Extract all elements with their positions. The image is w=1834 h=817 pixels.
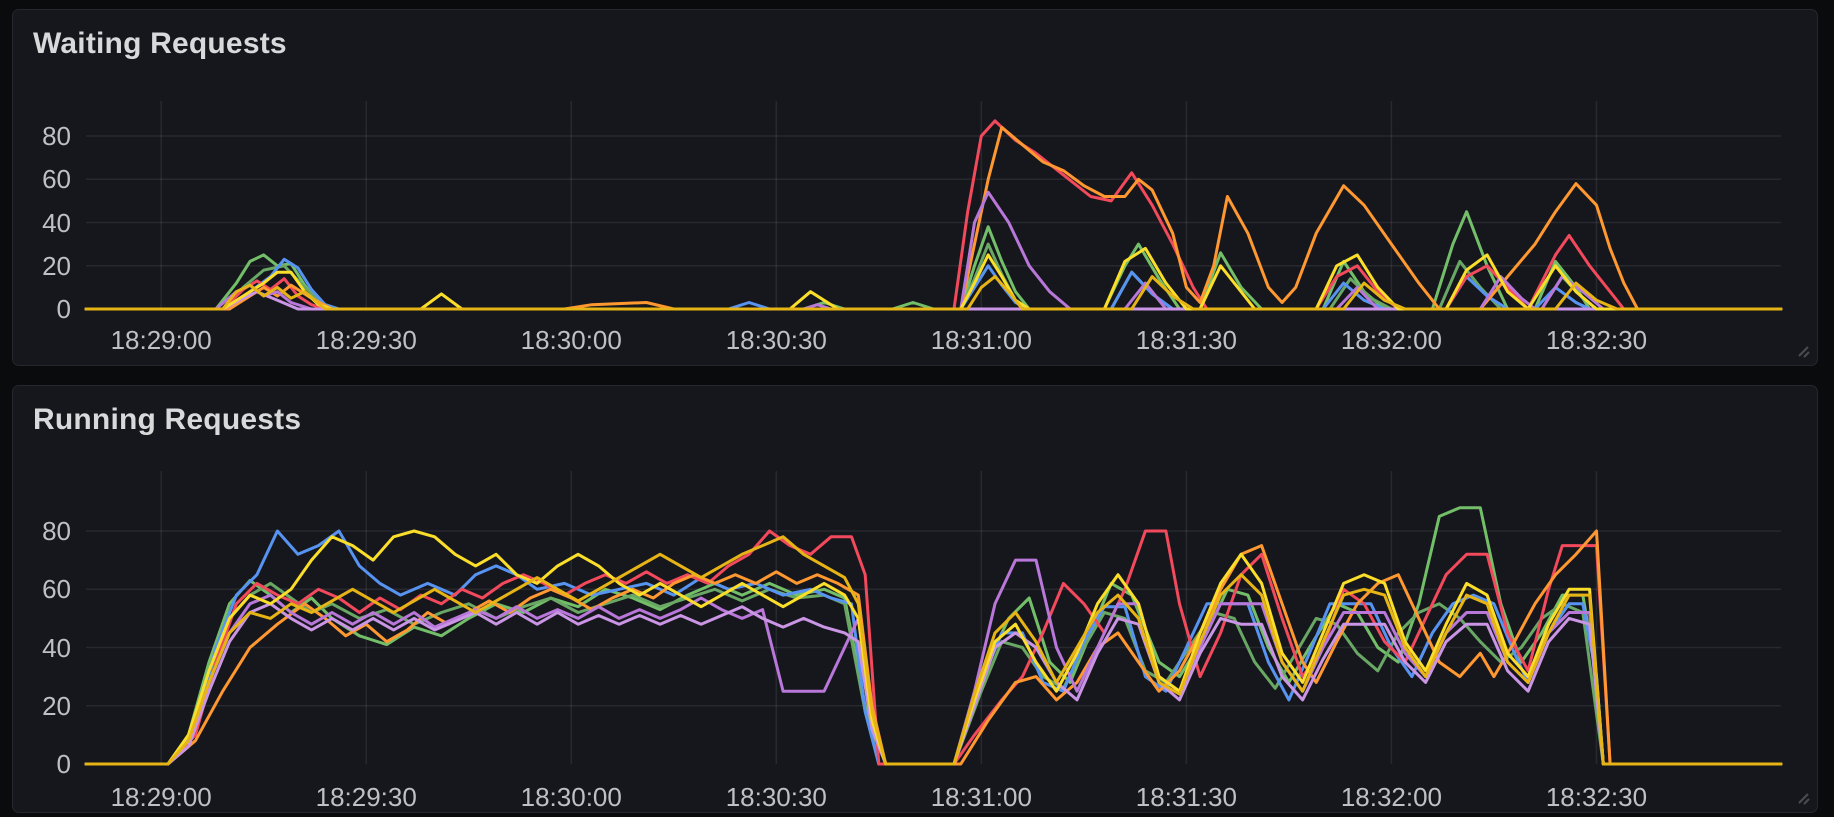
resize-grip-icon <box>1798 346 1810 358</box>
x-tick-label: 18:29:00 <box>110 782 212 812</box>
series-line-green <box>84 506 1783 766</box>
series-line-light-purple <box>84 602 1783 766</box>
x-tick-label: 18:30:30 <box>725 325 827 355</box>
series-line-yellow <box>84 246 1783 311</box>
panel-title-waiting-requests: Waiting Requests <box>33 27 287 60</box>
y-tick-label: 0 <box>56 749 71 779</box>
y-tick-label: 40 <box>42 207 71 238</box>
series-line-red <box>84 119 1783 311</box>
x-tick-label: 18:30:00 <box>520 782 622 812</box>
y-tick-label: 40 <box>42 632 71 663</box>
y-tick-label: 60 <box>42 574 71 605</box>
series-line-gold <box>84 535 1783 766</box>
y-tick-label: 80 <box>42 516 71 546</box>
y-tick-label: 0 <box>56 294 71 324</box>
resize-grip-icon <box>1798 793 1810 805</box>
panel-running-requests: Running Requests 0 20 40 60 80 18:29:00 18:29:… <box>12 385 1818 813</box>
x-tick-label: 18:32:30 <box>1545 325 1648 355</box>
y-tick-label: 20 <box>42 250 71 281</box>
x-tick-label: 18:32:30 <box>1545 782 1648 812</box>
time-series-plot <box>84 101 1783 311</box>
series-line-orange <box>84 125 1783 311</box>
panel-resize-handle[interactable] <box>1794 789 1810 805</box>
x-tick-label: 18:30:00 <box>520 325 622 355</box>
x-tick-label: 18:29:30 <box>315 782 417 812</box>
series-line-gold <box>84 275 1783 311</box>
x-tick-label: 18:32:00 <box>1340 782 1443 812</box>
y-tick-label: 20 <box>42 690 71 721</box>
panel-resize-handle[interactable] <box>1794 342 1810 358</box>
y-tick-label: 80 <box>42 121 71 151</box>
chart-canvas[interactable] <box>84 471 1783 766</box>
panel-waiting-requests: Waiting Requests 0 20 40 60 80 18:29:00 18:29:… <box>12 9 1818 366</box>
x-tick-label: 18:29:30 <box>315 325 417 355</box>
x-tick-label: 18:31:30 <box>1135 782 1237 812</box>
x-tick-label: 18:32:00 <box>1340 325 1443 355</box>
chart-canvas[interactable] <box>84 101 1783 311</box>
series-line-purple <box>84 558 1783 766</box>
series-line-purple <box>84 190 1783 311</box>
y-tick-label: 60 <box>42 164 71 195</box>
x-tick-label: 18:30:30 <box>725 782 827 812</box>
series-line-green <box>84 210 1783 311</box>
x-tick-label: 18:31:30 <box>1135 325 1237 355</box>
x-tick-label: 18:29:00 <box>110 325 212 355</box>
panel-title-running-requests: Running Requests <box>33 403 302 436</box>
time-series-plot <box>84 471 1783 766</box>
x-tick-label: 18:31:00 <box>930 782 1032 812</box>
x-tick-label: 18:31:00 <box>930 325 1032 355</box>
